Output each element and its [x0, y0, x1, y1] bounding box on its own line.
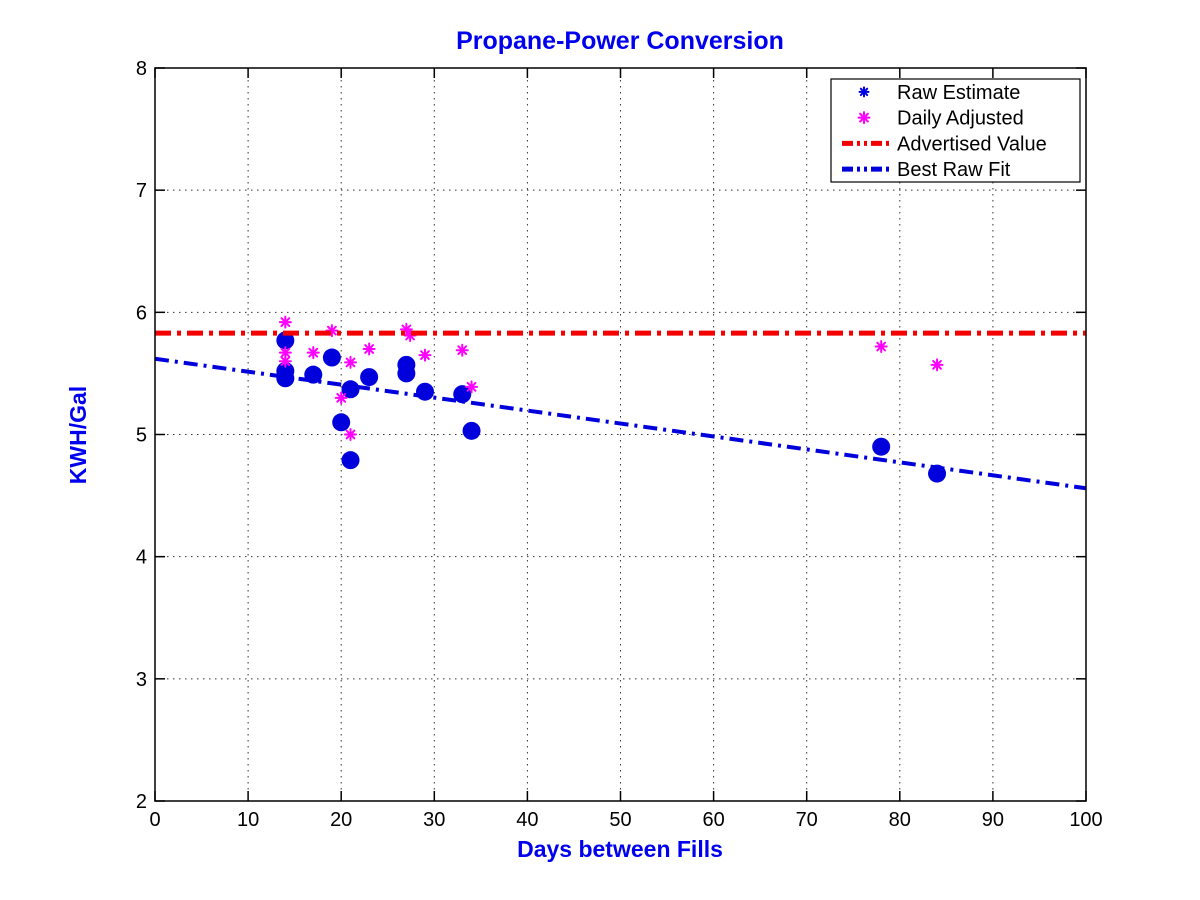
x-tick-label: 60 — [702, 809, 724, 831]
chart-title: Propane-Power Conversion — [456, 27, 784, 55]
x-tick-label: 70 — [796, 809, 818, 831]
raw-estimate-point — [322, 348, 341, 367]
tick-labels: 0 10 20 30 40 50 60 70 80 90 100 2 3 4 5 6 7 8 — [136, 58, 1103, 831]
legend-entry-best-raw-fit: Best Raw Fit — [842, 159, 1011, 181]
plot-border — [154, 67, 1087, 802]
x-tick-label: 40 — [516, 809, 538, 831]
x-tick-label: 0 — [149, 809, 160, 831]
daily-adjusted-point — [344, 355, 358, 369]
x-tick-label: 50 — [609, 809, 631, 831]
legend-entry-raw-estimate: Raw Estimate — [858, 82, 1020, 104]
raw-estimate-point — [332, 413, 351, 432]
y-axis-label: KWH/Gal — [65, 386, 91, 484]
daily-adjusted-point — [930, 358, 944, 372]
daily-adjusted-point — [344, 428, 358, 441]
y-tick-label: 7 — [136, 180, 147, 202]
legend-label: Best Raw Fit — [897, 159, 1011, 181]
y-tick-label: 8 — [136, 58, 147, 80]
x-tick-label: 30 — [423, 809, 445, 831]
legend-marker-center — [862, 89, 866, 94]
daily-adjusted-point — [465, 380, 479, 394]
best-raw-fit-line — [154, 356, 1087, 491]
daily-adjusted-point — [306, 346, 320, 360]
raw-estimate-point — [397, 364, 416, 383]
legend-label: Daily Adjusted — [897, 108, 1024, 130]
y-tick-label: 4 — [136, 547, 147, 569]
x-tick-label: 10 — [237, 809, 259, 831]
daily-adjusted-point — [334, 391, 348, 405]
daily-adjusted-point — [278, 315, 292, 329]
daily-adjusted-point — [455, 343, 469, 357]
y-tick-label: 6 — [136, 302, 147, 324]
raw-estimate-point — [872, 437, 891, 456]
raw-estimate-point — [360, 368, 379, 387]
legend: Raw Estimate Daily Adjusted Advertised Val… — [830, 78, 1081, 183]
raw-estimate-point — [462, 421, 481, 440]
daily-adjusted-point — [278, 354, 292, 368]
daily-adjusted-point — [362, 342, 376, 356]
legend-box — [830, 78, 1081, 183]
raw-estimate-point — [341, 451, 360, 470]
legend-label: Advertised Value — [897, 133, 1047, 155]
raw-estimate-point — [276, 369, 295, 388]
legend-entry-advertised-value: Advertised Value — [842, 133, 1047, 155]
series-raw-estimate — [276, 331, 947, 483]
legend-marker-center — [862, 115, 866, 120]
legend-entry-daily-adjusted: Daily Adjusted — [857, 108, 1024, 130]
x-tick-label: 100 — [1069, 809, 1102, 831]
x-tick-label: 80 — [889, 809, 911, 831]
data-series — [154, 315, 1087, 491]
daily-adjusted-point — [418, 348, 432, 362]
x-tick-label: 20 — [330, 809, 352, 831]
y-tick-label: 3 — [136, 669, 147, 691]
y-tick-label: 5 — [136, 425, 147, 447]
legend-label: Raw Estimate — [897, 82, 1020, 104]
raw-estimate-point — [453, 385, 472, 404]
y-tick-label: 2 — [136, 791, 147, 813]
x-axis-label: Days between Fills — [517, 836, 723, 862]
raw-estimate-point — [276, 331, 295, 350]
x-tick-label: 90 — [982, 809, 1004, 831]
daily-adjusted-point — [874, 340, 888, 354]
